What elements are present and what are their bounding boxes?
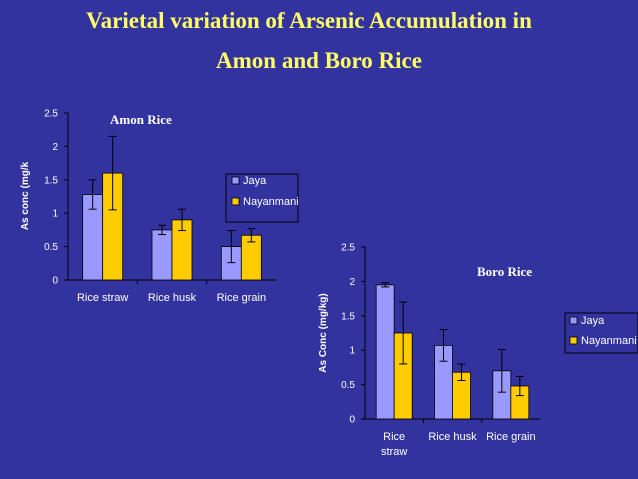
legend-swatch-jaya bbox=[569, 316, 578, 325]
legend-box bbox=[564, 312, 638, 354]
legend-box bbox=[225, 173, 299, 223]
chart-2: 0 0.5 1 1.5 2 2.5 As Conc (mg/kg) Boro Rice Rice… bbox=[318, 243, 638, 458]
y-tick-label: 1 bbox=[52, 209, 58, 220]
legend-swatch-nayanmani bbox=[231, 197, 240, 206]
y-tick-label: 1.5 bbox=[44, 175, 58, 186]
y-axis-label: As conc (mg/k bbox=[20, 161, 31, 230]
slide-title-line-1: Varietal variation of Arsenic Accumulati… bbox=[86, 8, 532, 33]
y-tick-label: 2.5 bbox=[341, 243, 355, 254]
y-tick-label: 0 bbox=[52, 276, 58, 287]
x-tick-label: Rice husk bbox=[428, 431, 477, 443]
y-tick-label: 0 bbox=[349, 415, 355, 426]
y-tick-label: 1 bbox=[349, 346, 355, 357]
slide-title-line-2: Amon and Boro Rice bbox=[216, 48, 422, 73]
y-tick-label: 2 bbox=[349, 277, 355, 288]
x-tick-label: Rice grain bbox=[486, 431, 536, 443]
y-axis-label: As Conc (mg/kg) bbox=[318, 293, 329, 372]
x-tick-label: Rice grain bbox=[217, 292, 267, 304]
x-tick-label: Rice husk bbox=[148, 292, 197, 304]
bar-jaya bbox=[151, 229, 173, 281]
x-tick-label: Rice straw bbox=[77, 292, 128, 304]
legend-label-nayanmani: Nayanmani bbox=[243, 196, 299, 208]
y-tick-label: 2 bbox=[52, 142, 58, 153]
x-tick-label: Rice straw bbox=[381, 431, 407, 458]
y-tick-label: 1.5 bbox=[341, 311, 355, 322]
legend-label-jaya: Jaya bbox=[243, 175, 267, 187]
legend-swatch-nayanmani bbox=[569, 336, 578, 345]
y-tick-label: 0.5 bbox=[44, 242, 58, 253]
chart-1: 0 0.5 1 1.5 2 2.5 As conc (mg/k Amon Rice Rice s… bbox=[20, 109, 299, 305]
legend-label-jaya: Jaya bbox=[581, 315, 605, 327]
legend-swatch-jaya bbox=[231, 176, 240, 185]
y-tick-label: 2.5 bbox=[44, 109, 58, 120]
chart-title: Boro Rice bbox=[477, 264, 532, 279]
bar-jaya bbox=[375, 284, 395, 420]
chart-title: Amon Rice bbox=[110, 112, 172, 127]
legend-label-nayanmani: Nayanmani bbox=[581, 335, 637, 347]
y-tick-label: 0.5 bbox=[341, 380, 355, 391]
